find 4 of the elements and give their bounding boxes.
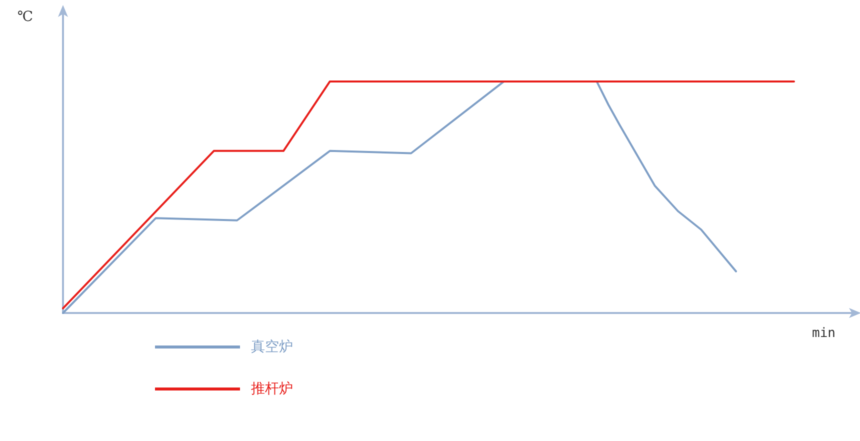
text: 真空炉: [251, 339, 293, 355]
y-axis-title: ℃: [17, 9, 33, 25]
x-axis-title: min: [812, 326, 836, 341]
text: 推杆炉: [251, 381, 293, 397]
